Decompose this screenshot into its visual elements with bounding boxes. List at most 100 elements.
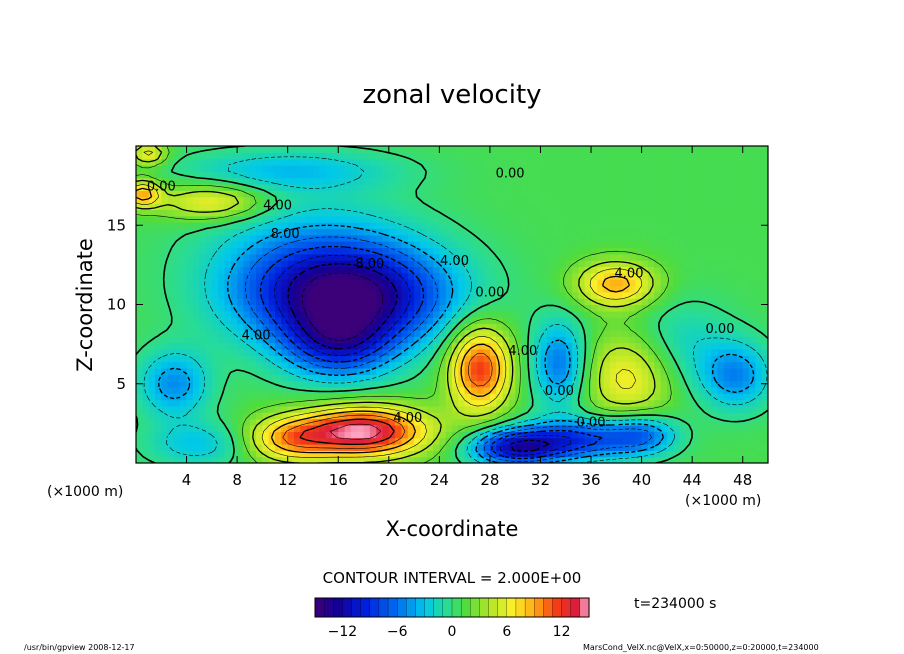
heatmap-cell bbox=[401, 450, 409, 458]
heatmap-cell bbox=[338, 342, 346, 350]
heatmap-cell bbox=[496, 234, 504, 242]
heatmap-cell bbox=[224, 272, 232, 280]
heatmap-cell bbox=[281, 412, 289, 420]
heatmap-cell bbox=[426, 336, 434, 344]
heatmap-cell bbox=[616, 241, 624, 249]
heatmap-cell bbox=[647, 298, 655, 306]
heatmap-cell bbox=[711, 209, 719, 217]
heatmap-cell bbox=[395, 196, 403, 204]
heatmap-cell bbox=[534, 247, 542, 255]
heatmap-cell bbox=[161, 355, 169, 363]
heatmap-cell bbox=[711, 177, 719, 185]
heatmap-cell bbox=[489, 310, 497, 318]
heatmap-cell bbox=[205, 405, 213, 413]
heatmap-cell bbox=[256, 234, 263, 242]
heatmap-cell bbox=[527, 336, 535, 344]
heatmap-cell bbox=[237, 361, 245, 369]
heatmap-cell bbox=[584, 298, 592, 306]
heatmap-cell bbox=[331, 361, 339, 369]
heatmap-cell bbox=[654, 431, 662, 439]
heatmap-cell bbox=[622, 317, 630, 325]
heatmap-cell bbox=[401, 456, 409, 463]
heatmap-cell bbox=[534, 165, 542, 172]
heatmap-cell bbox=[673, 437, 681, 445]
heatmap-cell bbox=[173, 215, 181, 223]
heatmap-cell bbox=[439, 367, 447, 375]
heatmap-cell bbox=[275, 260, 282, 268]
heatmap-cell bbox=[685, 310, 693, 318]
heatmap-cell bbox=[534, 279, 542, 287]
heatmap-cell bbox=[692, 317, 700, 325]
heatmap-cell bbox=[578, 203, 586, 210]
heatmap-cell bbox=[685, 317, 693, 325]
heatmap-cell bbox=[534, 405, 542, 413]
heatmap-cell bbox=[161, 418, 169, 426]
heatmap-cell bbox=[186, 241, 194, 249]
heatmap-cell bbox=[628, 190, 636, 198]
heatmap-cell bbox=[407, 304, 415, 312]
heatmap-cell bbox=[736, 399, 744, 407]
heatmap-cell bbox=[256, 380, 263, 388]
heatmap-cell bbox=[458, 380, 466, 388]
heatmap-cell bbox=[458, 418, 466, 426]
heatmap-cell bbox=[192, 310, 200, 318]
heatmap-cell bbox=[445, 393, 453, 401]
heatmap-cell bbox=[534, 374, 542, 382]
heatmap-cell bbox=[268, 215, 276, 223]
heatmap-cell bbox=[142, 424, 150, 432]
heatmap-cell bbox=[395, 279, 403, 287]
heatmap-cell bbox=[578, 279, 586, 287]
heatmap-cell bbox=[673, 443, 681, 451]
heatmap-cell bbox=[610, 279, 617, 287]
heatmap-cell bbox=[338, 304, 346, 312]
heatmap-cell bbox=[186, 266, 194, 274]
heatmap-cell bbox=[294, 266, 301, 274]
heatmap-cell bbox=[344, 304, 352, 312]
heatmap-cell bbox=[565, 450, 573, 458]
heatmap-cell bbox=[256, 443, 263, 451]
heatmap-cell bbox=[369, 380, 377, 388]
heatmap-cell bbox=[597, 418, 605, 426]
heatmap-cell bbox=[414, 342, 421, 350]
heatmap-cell bbox=[287, 184, 295, 191]
heatmap-cell bbox=[610, 298, 617, 306]
heatmap-cell bbox=[369, 177, 377, 185]
heatmap-cell bbox=[717, 431, 725, 439]
heatmap-cell bbox=[521, 203, 529, 210]
heatmap-cell bbox=[382, 329, 390, 337]
heatmap-cell bbox=[407, 177, 415, 185]
heatmap-cell bbox=[477, 203, 485, 210]
heatmap-cell bbox=[515, 266, 523, 274]
heatmap-cell bbox=[407, 405, 415, 413]
heatmap-cell bbox=[730, 152, 737, 160]
heatmap-cell bbox=[167, 253, 175, 261]
heatmap-cell bbox=[572, 329, 579, 337]
heatmap-cell bbox=[527, 158, 535, 166]
heatmap-cell bbox=[685, 177, 693, 185]
heatmap-cell bbox=[199, 437, 207, 445]
heatmap-cell bbox=[395, 348, 403, 356]
heatmap-cell bbox=[218, 405, 226, 413]
heatmap-cell bbox=[641, 443, 649, 451]
heatmap-cell bbox=[211, 342, 219, 350]
heatmap-cell bbox=[306, 329, 314, 337]
heatmap-cell bbox=[553, 424, 561, 432]
heatmap-cell bbox=[243, 437, 251, 445]
heatmap-cell bbox=[192, 158, 200, 166]
heatmap-cell bbox=[742, 228, 750, 236]
heatmap-cell bbox=[742, 222, 750, 230]
heatmap-cell bbox=[470, 399, 478, 407]
heatmap-cell bbox=[736, 431, 744, 439]
heatmap-cell bbox=[559, 291, 567, 299]
heatmap-cell bbox=[224, 355, 232, 363]
heatmap-cell bbox=[230, 247, 238, 255]
heatmap-cell bbox=[287, 266, 295, 274]
heatmap-cell bbox=[730, 367, 737, 375]
heatmap-cell bbox=[218, 291, 226, 299]
heatmap-cell bbox=[376, 374, 384, 382]
heatmap-cell bbox=[660, 456, 668, 463]
heatmap-cell bbox=[534, 456, 542, 463]
heatmap-cell bbox=[711, 190, 719, 198]
heatmap-cell bbox=[591, 374, 598, 382]
heatmap-cell bbox=[572, 215, 579, 223]
